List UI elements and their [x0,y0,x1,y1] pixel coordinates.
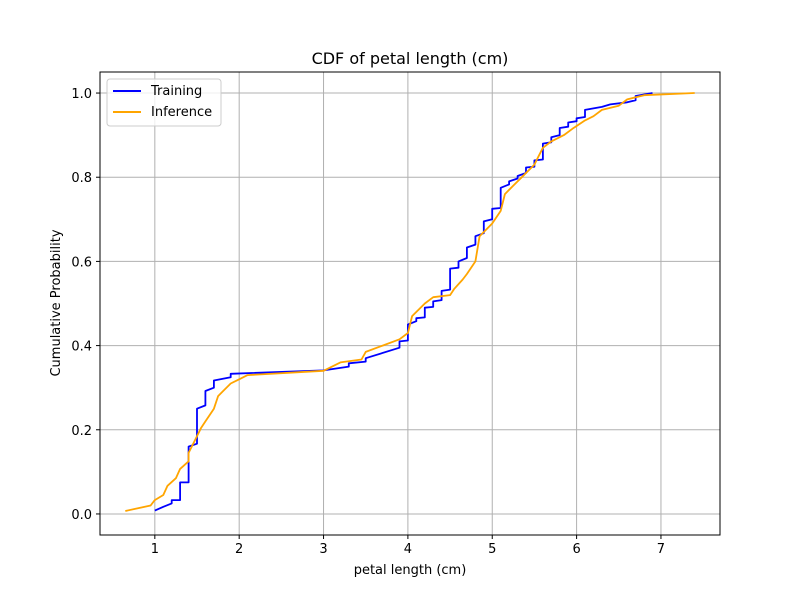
series-line-training [154,92,653,512]
plot-area-frame [99,71,721,536]
x-tick-label: 5 [488,542,496,557]
y-tick-label: 0.8 [71,171,92,186]
y-tick-label: 0.6 [71,255,92,270]
x-tick-label: 4 [404,542,412,557]
x-tick-label: 7 [657,542,665,557]
y-axis-title: Cumulative Probability [49,229,64,376]
y-axis: 0.0 0.2 0.4 0.6 0.8 1.0 [71,87,100,523]
chart-title: CDF of petal length (cm) [312,49,509,68]
series-line-inference [125,92,695,512]
x-tick-label: 6 [572,542,580,557]
x-axis: 1 2 3 4 5 6 7 [151,535,665,557]
legend-label-training: Training [150,84,202,99]
x-axis-title: petal length (cm) [354,563,467,578]
legend-label-inference: Inference [151,105,212,120]
grid [100,72,720,535]
x-tick-label: 3 [319,542,327,557]
legend: Training Inference [106,78,222,127]
y-tick-label: 0.2 [71,424,92,439]
x-tick-label: 2 [235,542,243,557]
x-tick-label: 1 [151,542,159,557]
series-lines [125,92,695,512]
y-tick-label: 1.0 [71,87,92,102]
y-tick-label: 0.0 [71,508,92,523]
y-tick-label: 0.4 [71,340,92,355]
